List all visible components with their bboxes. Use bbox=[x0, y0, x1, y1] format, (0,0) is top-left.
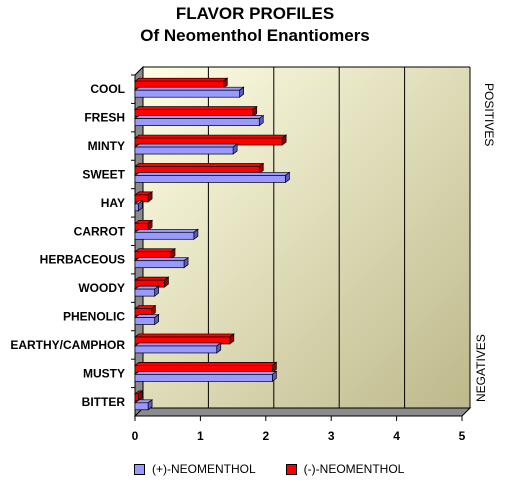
bar-minus-neomenthol bbox=[134, 393, 139, 402]
side-label-negatives: NEGATIVES bbox=[474, 334, 488, 402]
x-tick-label: 4 bbox=[393, 429, 400, 443]
bar-plus-neomenthol bbox=[134, 288, 155, 297]
bar-top-face bbox=[133, 77, 229, 82]
x-tick-label: 3 bbox=[328, 429, 335, 443]
bar-top-face bbox=[133, 172, 291, 176]
chart-title-line2: Of Neomenthol Enantiomers bbox=[140, 26, 370, 45]
bar-top-face bbox=[133, 143, 239, 148]
category-label: WOODY bbox=[78, 281, 125, 295]
legend-label-plus: (+)-NEOMENTHOL bbox=[152, 462, 256, 476]
category-label: HERBACEOUS bbox=[40, 253, 125, 267]
bar-plus-neomenthol bbox=[134, 374, 273, 382]
bar-plus-neomenthol bbox=[134, 203, 139, 212]
category-label: PHENOLIC bbox=[63, 310, 125, 324]
bar-top-face bbox=[133, 106, 258, 110]
bar-top-face bbox=[133, 115, 265, 119]
category-label: MUSTY bbox=[83, 366, 125, 380]
bar-top-face bbox=[133, 342, 222, 347]
bar-top-face bbox=[133, 248, 177, 253]
bar-chart: 0 1 2 3 4 5 COOL FRESH MINTY SWEET HAY CARROT HERBAC… bbox=[10, 65, 496, 443]
bar-top-face bbox=[133, 257, 190, 262]
category-label: FRESH bbox=[84, 111, 125, 125]
category-label: CARROT bbox=[74, 224, 126, 238]
category-label: MINTY bbox=[88, 139, 125, 153]
bar-plus-neomenthol bbox=[134, 89, 240, 98]
bar-plus-neomenthol bbox=[134, 231, 195, 240]
legend-item-plus: (+)-NEOMENTHOL bbox=[134, 462, 256, 476]
plot-floor bbox=[133, 407, 472, 417]
category-label: HAY bbox=[101, 196, 125, 210]
bar-top-face bbox=[133, 333, 235, 338]
x-tick-label: 0 bbox=[132, 429, 139, 443]
bar-top-face bbox=[133, 86, 245, 91]
bar-plus-neomenthol bbox=[134, 402, 149, 411]
bar-plus-neomenthol bbox=[134, 175, 286, 183]
legend-label-minus: (-)-NEOMENTHOL bbox=[303, 462, 405, 476]
bar-plus-neomenthol bbox=[134, 118, 260, 126]
legend: (+)-NEOMENTHOL (-)-NEOMENTHOL bbox=[134, 462, 434, 476]
x-tick-label: 5 bbox=[459, 429, 466, 443]
bar-plus-neomenthol bbox=[134, 146, 234, 155]
bar-top-face bbox=[133, 134, 288, 139]
category-label: BITTER bbox=[82, 395, 126, 409]
bar-plus-neomenthol bbox=[134, 345, 218, 354]
bar-plus-neomenthol bbox=[134, 317, 155, 325]
bar-top-face bbox=[133, 228, 199, 233]
category-label: SWEET bbox=[82, 167, 125, 181]
plot-area: 0 1 2 3 4 5 COOL FRESH MINTY SWEET HAY CARROT HERBAC… bbox=[10, 65, 496, 443]
bar-top-face bbox=[133, 362, 278, 366]
x-tick-label: 2 bbox=[262, 429, 269, 443]
bar-top-face bbox=[133, 371, 278, 375]
chart-title-line1: FLAVOR PROFILES bbox=[175, 4, 335, 23]
bar-top-face bbox=[133, 276, 170, 281]
x-tick-label: 1 bbox=[197, 429, 204, 443]
legend-swatch-minus bbox=[285, 463, 297, 475]
legend-swatch-plus bbox=[134, 463, 145, 475]
category-label: EARTHY/CAMPHOR bbox=[10, 338, 125, 352]
bar-plus-neomenthol bbox=[134, 260, 185, 269]
legend-item-minus: (-)-NEOMENTHOL bbox=[285, 462, 405, 476]
category-label: COOL bbox=[90, 82, 125, 96]
bar-top-face bbox=[133, 163, 265, 167]
side-label-positives: POSITIVES bbox=[482, 83, 496, 146]
